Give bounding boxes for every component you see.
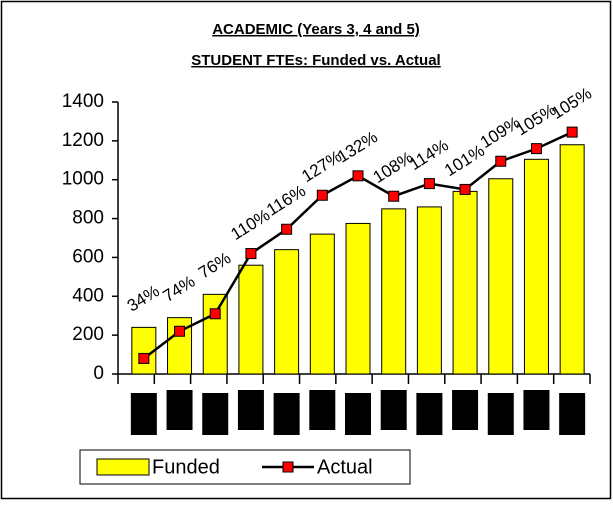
legend: Funded Actual bbox=[79, 449, 411, 485]
legend-label: Funded bbox=[152, 456, 220, 478]
bar bbox=[452, 190, 478, 375]
marker bbox=[495, 155, 507, 167]
redacted-label bbox=[309, 390, 336, 430]
bar bbox=[559, 144, 585, 375]
redacted-label bbox=[166, 390, 193, 430]
redacted-label bbox=[202, 393, 229, 435]
bar bbox=[238, 264, 264, 375]
bar bbox=[523, 158, 549, 375]
y-tick-label: 400 bbox=[72, 285, 104, 306]
redacted-label bbox=[523, 390, 550, 430]
y-tick-label: 600 bbox=[72, 246, 104, 267]
redacted-label bbox=[130, 393, 157, 435]
redacted-label bbox=[452, 390, 479, 430]
marker bbox=[459, 183, 471, 195]
legend-label: Actual bbox=[317, 456, 373, 478]
marker bbox=[281, 223, 293, 235]
y-tick-label: 1400 bbox=[62, 91, 104, 112]
marker bbox=[530, 143, 542, 155]
bar bbox=[131, 326, 157, 375]
marker bbox=[388, 190, 400, 202]
marker bbox=[316, 189, 328, 201]
redacted-label bbox=[345, 393, 371, 435]
redacted-label bbox=[273, 393, 300, 435]
redacted-label bbox=[380, 390, 407, 430]
marker bbox=[174, 325, 186, 337]
y-tick-label: 200 bbox=[72, 324, 104, 345]
legend-marker bbox=[282, 461, 294, 473]
marker bbox=[138, 352, 150, 364]
y-tick-label: 0 bbox=[93, 363, 104, 384]
y-tick-label: 800 bbox=[72, 208, 104, 229]
bar bbox=[309, 233, 335, 375]
marker bbox=[352, 170, 364, 182]
bar bbox=[274, 249, 300, 375]
y-tick-label: 1000 bbox=[62, 169, 104, 190]
redacted-label bbox=[237, 390, 264, 430]
bar bbox=[202, 293, 228, 375]
redacted-label bbox=[559, 393, 586, 435]
chart-subtitle: STUDENT FTEs: Funded vs. Actual bbox=[191, 52, 440, 69]
bar bbox=[381, 208, 407, 375]
chart-title: ACADEMIC (Years 3, 4 and 5) bbox=[212, 21, 420, 38]
marker bbox=[423, 178, 435, 190]
redacted-label bbox=[487, 393, 514, 435]
marker bbox=[245, 248, 257, 260]
marker bbox=[209, 308, 221, 320]
y-tick-label: 1200 bbox=[62, 130, 104, 151]
marker bbox=[566, 126, 578, 138]
legend-swatch bbox=[96, 458, 150, 476]
bar bbox=[488, 178, 514, 375]
redacted-label bbox=[416, 393, 443, 435]
bar bbox=[416, 206, 442, 375]
bar bbox=[345, 222, 371, 375]
